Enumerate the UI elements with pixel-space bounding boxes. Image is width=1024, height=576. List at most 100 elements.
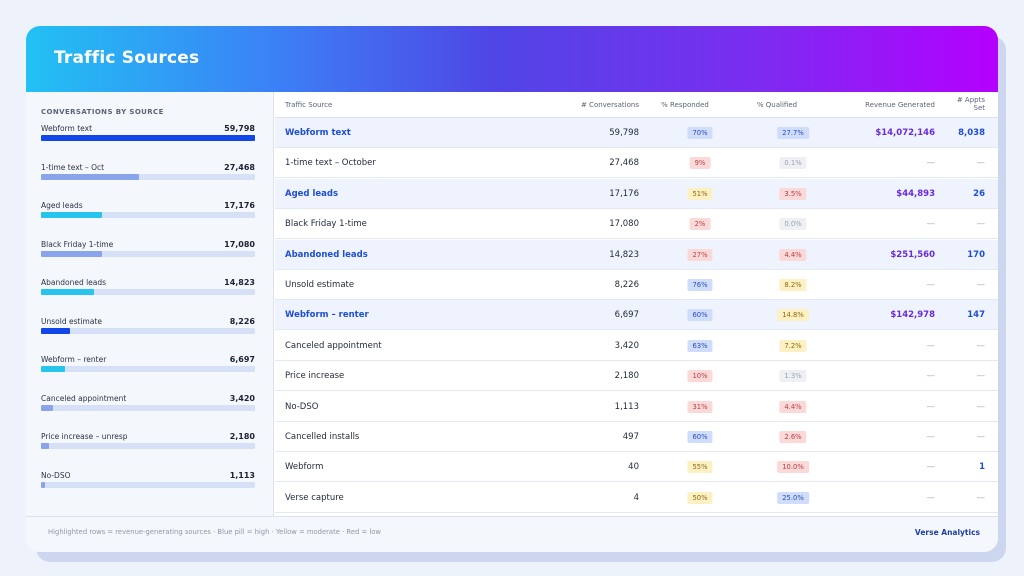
responded-pill: 31%: [687, 400, 713, 413]
source-bar-fill: [41, 289, 95, 295]
source-bar-item: Webform text 59,798: [41, 124, 255, 148]
table-row[interactable]: Webform text 59,798 70% 27.7% $14,072,146 8,0…: [275, 118, 998, 148]
source-bar-track: [41, 443, 255, 449]
qualified-pill: 0.0%: [779, 218, 807, 231]
source-bar-item: Price increase – unresp 2,180: [41, 432, 255, 456]
source-bar-fill: [41, 212, 103, 218]
panel-title: CONVERSATIONS BY SOURCE: [41, 108, 164, 116]
source-bar-label: Canceled appointment: [41, 393, 127, 403]
cell-conversations: 4: [633, 492, 639, 503]
table-row[interactable]: Verse capture 4 50% 25.0% — —: [275, 483, 998, 513]
cell-conversations: 3,420: [614, 340, 639, 351]
responded-pill: 76%: [687, 279, 713, 291]
table-row[interactable]: 1-time text – October 27,468 9% 0.1% — —: [275, 148, 998, 179]
cell-source: Abandoned leads: [285, 249, 368, 260]
cell-appts-set: 170: [967, 249, 985, 260]
cell-source: Webform: [285, 462, 324, 473]
cell-source: 1-time text – October: [285, 158, 376, 169]
traffic-sources-card: Traffic Sources CONVERSATIONS BY SOURCE …: [26, 26, 998, 552]
source-bar-fill: [41, 250, 103, 257]
table-row[interactable]: No-DSO 1,113 31% 4.4% — —: [275, 392, 998, 422]
qualified-pill: 25.0%: [777, 491, 809, 504]
cell-appts-set: —: [976, 340, 986, 351]
table-row[interactable]: Webform 40 55% 10.0% — 1: [275, 452, 998, 483]
cell-revenue: —: [926, 158, 936, 169]
qualified-pill: 8.2%: [779, 279, 807, 291]
source-bar-track: [41, 404, 255, 411]
source-bar-track: [41, 173, 255, 180]
source-bar-label: 1-time text – Oct: [41, 162, 105, 172]
column-header-conversations[interactable]: # Conversations: [580, 101, 639, 109]
table-row[interactable]: Cancelled installs 497 60% 2.6% — —: [275, 422, 998, 452]
source-bar-label: Unsold estimate: [41, 316, 102, 326]
cell-source: Aged leads: [285, 188, 339, 199]
source-bar-value: 17,176: [224, 201, 255, 210]
source-bar-item: Black Friday 1-time 17,080: [41, 240, 255, 264]
qualified-pill: 4.4%: [779, 248, 807, 261]
cell-appts-set: —: [976, 432, 986, 442]
responded-pill: 27%: [687, 248, 713, 261]
cell-revenue: —: [926, 219, 936, 230]
cell-conversations: 6,697: [614, 310, 639, 321]
cell-source: Verse capture: [285, 492, 344, 503]
source-bar-label: Aged leads: [41, 201, 83, 210]
source-bar-value: 8,226: [229, 316, 255, 326]
cell-appts-set: —: [976, 280, 986, 290]
column-header-revenue[interactable]: Revenue Generated: [865, 101, 935, 109]
cell-source: Black Friday 1-time: [285, 219, 367, 230]
source-bar-fill: [41, 404, 54, 411]
cell-source: Price increase: [285, 371, 345, 382]
source-bar-track: [41, 212, 255, 218]
source-bar-track: [41, 135, 255, 141]
table-row[interactable]: Black Friday 1-time 17,080 2% 0.0% — —: [275, 209, 998, 240]
source-bar-value: 17,080: [224, 239, 255, 249]
source-bar-item: Unsold estimate 8,226: [41, 317, 255, 341]
cell-revenue: —: [926, 492, 936, 503]
cell-source: Canceled appointment: [285, 340, 382, 351]
cell-source: Unsold estimate: [285, 280, 355, 290]
responded-pill: 2%: [689, 218, 711, 231]
source-bar-label: Abandoned leads: [41, 278, 107, 287]
source-bar-track: [41, 481, 255, 488]
cell-source: Webform text: [285, 128, 351, 138]
source-bar-value: 2,180: [229, 432, 255, 441]
traffic-source-table: Traffic Source # Conversations % Respond…: [275, 92, 998, 516]
cell-revenue: —: [926, 401, 936, 412]
source-bar-item: Abandoned leads 14,823: [41, 278, 255, 302]
qualified-pill: 7.2%: [779, 339, 807, 352]
responded-pill: 70%: [687, 127, 713, 139]
source-bar-label: No-DSO: [41, 470, 71, 480]
table-row[interactable]: Aged leads 17,176 51% 3.5% $44,893 26: [275, 178, 998, 209]
column-header-responded[interactable]: % Responded: [661, 101, 709, 109]
cell-appts-set: —: [976, 371, 986, 382]
column-header-qualified[interactable]: % Qualified: [756, 101, 798, 109]
footer-legend: Highlighted rows = revenue-generating so…: [48, 528, 381, 536]
table-row[interactable]: Abandoned leads 14,823 27% 4.4% $251,560 170: [275, 239, 998, 270]
source-bar-track: [41, 289, 255, 295]
responded-pill: 63%: [687, 339, 713, 352]
qualified-pill: 4.4%: [779, 400, 807, 413]
responded-pill: 60%: [687, 431, 713, 443]
column-header-appts[interactable]: # Appts Set: [937, 96, 985, 112]
qualified-pill: 3.5%: [779, 187, 807, 200]
cell-conversations: 17,176: [609, 188, 639, 199]
source-bar-value: 59,798: [224, 124, 255, 133]
cell-conversations: 2,180: [614, 371, 639, 382]
responded-pill: 51%: [687, 187, 713, 200]
table-row[interactable]: Canceled appointment 3,420 63% 7.2% — —: [275, 331, 998, 361]
cell-revenue: $251,560: [890, 249, 935, 260]
page-title: Traffic Sources: [54, 48, 200, 68]
conversations-by-source-panel: CONVERSATIONS BY SOURCE Webform text 59,7…: [26, 92, 274, 516]
column-header-appts-line1: # Appts: [956, 96, 985, 104]
cell-conversations: 14,823: [609, 249, 639, 260]
source-bar-label: Price increase – unresp: [41, 432, 128, 441]
qualified-pill: 0.1%: [779, 157, 807, 170]
source-bar-item: Canceled appointment 3,420: [41, 394, 255, 418]
cell-appts-set: —: [976, 158, 986, 169]
table-row[interactable]: Unsold estimate 8,226 76% 8.2% — —: [275, 270, 998, 300]
source-bar-fill: [41, 135, 255, 141]
qualified-pill: 1.3%: [779, 370, 807, 383]
table-row[interactable]: Price increase 2,180 10% 1.3% — —: [275, 361, 998, 392]
table-row[interactable]: Webform – renter 6,697 60% 14.8% $142,978 147: [275, 300, 998, 331]
column-header-source[interactable]: Traffic Source: [285, 101, 333, 109]
